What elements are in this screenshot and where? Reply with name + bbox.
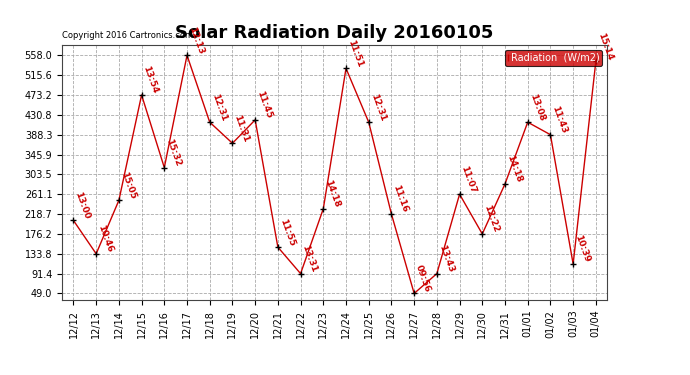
- Text: 13:54: 13:54: [141, 65, 160, 95]
- Text: 13:08: 13:08: [528, 92, 546, 122]
- Text: 14:18: 14:18: [505, 154, 523, 184]
- Title: Solar Radiation Daily 20160105: Solar Radiation Daily 20160105: [175, 24, 494, 42]
- Text: Copyright 2016 Cartronics.com: Copyright 2016 Cartronics.com: [62, 31, 193, 40]
- Text: 11:16: 11:16: [391, 184, 410, 214]
- Text: 15:32: 15:32: [164, 138, 183, 168]
- Text: 10:46: 10:46: [96, 224, 115, 254]
- Text: 11:55: 11:55: [278, 217, 296, 247]
- Text: 12:13: 12:13: [187, 26, 205, 55]
- Text: 11:31: 11:31: [233, 113, 250, 143]
- Text: 12:31: 12:31: [368, 92, 387, 122]
- Text: 15:05: 15:05: [119, 171, 137, 200]
- Text: 13:43: 13:43: [437, 243, 455, 274]
- Text: 13:31: 13:31: [301, 244, 319, 274]
- Text: 11:07: 11:07: [460, 164, 477, 194]
- Text: 12:22: 12:22: [482, 204, 500, 234]
- Text: 11:43: 11:43: [551, 105, 569, 135]
- Text: 09:56: 09:56: [414, 264, 433, 294]
- Text: 11:45: 11:45: [255, 90, 273, 120]
- Text: 14:18: 14:18: [324, 178, 342, 209]
- Text: 15:14: 15:14: [596, 31, 614, 62]
- Text: 12:31: 12:31: [210, 92, 228, 122]
- Legend: Radiation  (W/m2): Radiation (W/m2): [505, 50, 602, 66]
- Text: 10:39: 10:39: [573, 234, 591, 264]
- Text: 13:00: 13:00: [73, 191, 92, 220]
- Text: 11:51: 11:51: [346, 38, 364, 68]
